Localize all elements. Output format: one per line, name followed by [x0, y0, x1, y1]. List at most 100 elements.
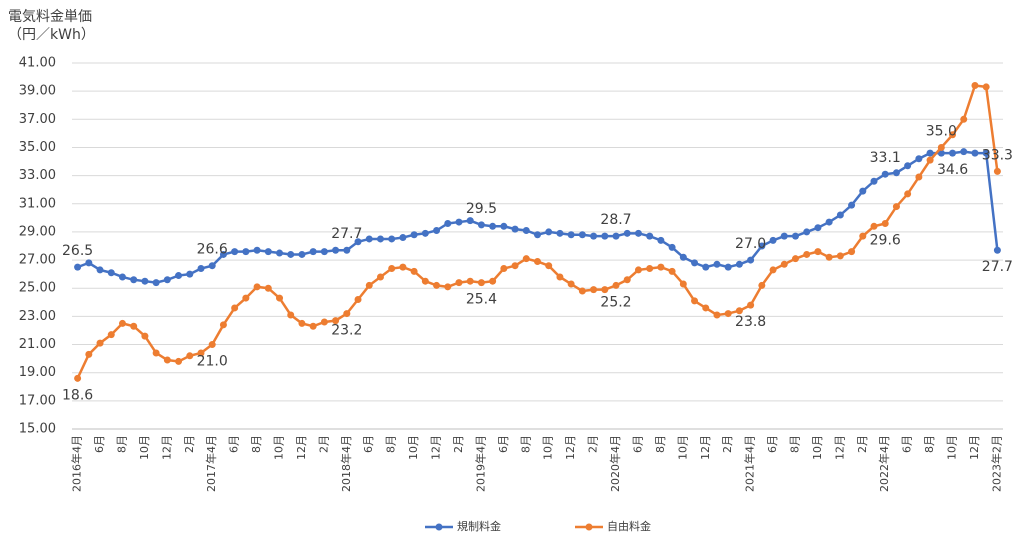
- data-point: [287, 311, 295, 319]
- y-tick-label: 29.00: [19, 224, 56, 239]
- x-tick-label: 12月: [295, 435, 308, 460]
- x-tick-label: 6月: [362, 435, 375, 453]
- x-tick-label: 2月: [452, 435, 465, 453]
- data-point: [489, 277, 497, 285]
- data-point: [848, 248, 856, 256]
- data-point: [735, 260, 743, 268]
- x-tick-label: 2018年4月: [339, 435, 353, 492]
- x-tick-label: 6月: [766, 435, 779, 453]
- data-point: [993, 246, 1001, 254]
- data-point: [926, 156, 934, 164]
- data-point: [489, 222, 497, 230]
- y-tick-label: 25.00: [19, 281, 56, 296]
- x-tick-label: 2月: [317, 435, 330, 453]
- data-label: 35.0: [926, 123, 957, 139]
- data-point: [421, 277, 429, 285]
- y-tick-label: 15.00: [19, 422, 56, 437]
- data-point: [421, 229, 429, 237]
- data-point: [612, 281, 620, 289]
- y-axis-title: 電気料金単価: [8, 9, 92, 25]
- data-point: [253, 246, 261, 254]
- data-point: [691, 297, 699, 305]
- data-point: [186, 270, 194, 278]
- y-tick-label: 39.00: [19, 84, 56, 99]
- y-axis-unit: （円／kWh）: [8, 27, 95, 43]
- data-point: [511, 225, 519, 233]
- data-point: [769, 236, 777, 244]
- data-point: [455, 218, 463, 226]
- data-point: [971, 82, 979, 90]
- data-label: 34.6: [937, 162, 968, 178]
- data-point: [780, 260, 788, 268]
- data-point: [354, 238, 362, 246]
- data-point: [825, 218, 833, 226]
- y-tick-label: 41.00: [19, 56, 56, 71]
- y-tick-label: 21.00: [19, 337, 56, 352]
- x-tick-label: 12月: [160, 435, 173, 460]
- legend-label: 自由料金: [607, 519, 651, 533]
- data-point: [276, 249, 284, 257]
- x-tick-label: 12月: [564, 435, 577, 460]
- x-tick-label: 6月: [497, 435, 510, 453]
- data-point: [758, 281, 766, 289]
- data-point: [556, 273, 564, 281]
- data-point: [556, 229, 564, 237]
- data-point: [803, 250, 811, 258]
- data-point: [937, 149, 945, 157]
- x-tick-label: 8月: [250, 435, 263, 453]
- x-tick-label: 2020年4月: [608, 435, 622, 492]
- data-point: [298, 250, 306, 258]
- data-point: [915, 155, 923, 163]
- data-label: 33.1: [870, 150, 901, 166]
- data-label: 23.2: [331, 323, 362, 339]
- data-point: [152, 349, 160, 357]
- data-label: 26.6: [197, 242, 228, 258]
- data-point: [433, 227, 441, 235]
- data-point: [309, 322, 317, 330]
- data-point: [713, 311, 721, 319]
- data-point: [735, 307, 743, 315]
- data-point: [623, 229, 631, 237]
- data-label: 26.5: [62, 243, 93, 259]
- x-tick-label: 8月: [115, 435, 128, 453]
- data-label: 25.4: [466, 292, 497, 308]
- data-point: [276, 294, 284, 302]
- data-point: [410, 231, 418, 239]
- x-tick-label: 2022年4月: [877, 435, 891, 492]
- data-point: [444, 219, 452, 227]
- data-point: [141, 277, 149, 285]
- data-point: [118, 273, 126, 281]
- data-point: [803, 228, 811, 236]
- data-point: [163, 356, 171, 364]
- x-tick-label: 12月: [430, 435, 443, 460]
- data-point: [859, 187, 867, 195]
- data-point: [107, 269, 115, 277]
- data-label: 27.0: [735, 236, 766, 252]
- x-tick-label: 2016年4月: [70, 435, 84, 492]
- data-point: [960, 148, 968, 156]
- data-point: [433, 281, 441, 289]
- data-label: 21.0: [197, 354, 228, 370]
- data-point: [242, 294, 250, 302]
- data-point: [522, 227, 530, 235]
- data-label: 18.6: [62, 387, 93, 403]
- data-point: [691, 259, 699, 267]
- x-tick-label: 10月: [407, 435, 420, 460]
- data-point: [982, 149, 990, 157]
- x-tick-label: 2021年4月: [743, 435, 757, 492]
- data-point: [679, 253, 687, 261]
- x-tick-label: 8月: [654, 435, 667, 453]
- data-point: [791, 232, 799, 240]
- x-tick-label: 8月: [788, 435, 801, 453]
- x-tick-label: 12月: [699, 435, 712, 460]
- x-tick-label: 2017年4月: [204, 435, 218, 492]
- data-point: [601, 286, 609, 294]
- x-tick-label: 10月: [946, 435, 959, 460]
- x-tick-label: 10月: [811, 435, 824, 460]
- y-tick-label: 37.00: [19, 112, 56, 127]
- data-point: [926, 149, 934, 157]
- data-point: [197, 349, 205, 357]
- data-point: [264, 284, 272, 292]
- data-point: [186, 352, 194, 360]
